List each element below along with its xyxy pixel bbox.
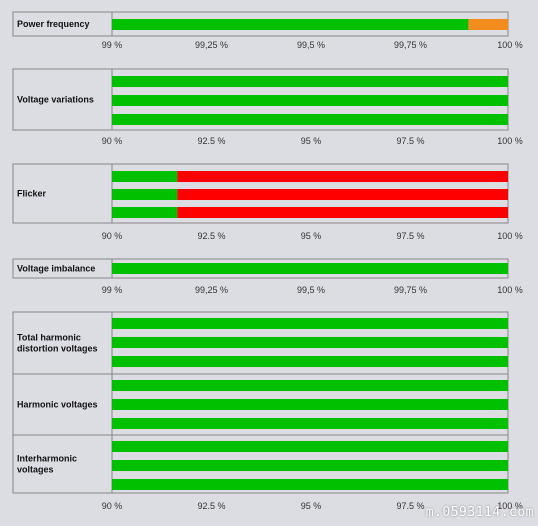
tick-label: 95 % <box>301 501 322 511</box>
bar-segment-fail <box>177 171 508 182</box>
tick-label: 100 % <box>497 285 523 295</box>
tick-label: 100 % <box>497 40 523 50</box>
bar-segment-pass <box>112 460 508 471</box>
tick-label: 99 % <box>102 40 123 50</box>
tick-label: 92.5 % <box>197 136 225 146</box>
tick-label: 95 % <box>301 231 322 241</box>
bar-segment-warn <box>468 19 508 30</box>
tick-label: 90 % <box>102 231 123 241</box>
panel-label: Harmonic voltages <box>17 400 98 410</box>
tick-label: 100 % <box>497 501 523 511</box>
tick-label: 100 % <box>497 231 523 241</box>
tick-label: 99 % <box>102 285 123 295</box>
tick-label: 99,75 % <box>394 285 427 295</box>
panel-label: Voltage variations <box>17 95 94 105</box>
tick-label: 97.5 % <box>396 501 424 511</box>
bar-segment-pass <box>112 263 508 274</box>
tick-label: 99,5 % <box>297 40 325 50</box>
bar-segment-pass <box>112 418 508 429</box>
tick-label: 99,25 % <box>195 40 228 50</box>
bar-segment-pass <box>112 114 508 125</box>
tick-label: 99,5 % <box>297 285 325 295</box>
panel-label: Voltage imbalance <box>17 264 95 274</box>
bar-segment-pass <box>112 441 508 452</box>
tick-label: 92.5 % <box>197 501 225 511</box>
bar-segment-pass <box>112 318 508 329</box>
tick-label: 99,25 % <box>195 285 228 295</box>
watermark: m.0593114.com <box>425 505 534 520</box>
bar-segment-pass <box>112 399 508 410</box>
panel-label: Power frequency <box>17 19 90 29</box>
tick-label: 100 % <box>497 136 523 146</box>
panel-label: Flicker <box>17 189 47 199</box>
bar-segment-pass <box>112 207 178 218</box>
bar-segment-pass <box>112 171 178 182</box>
tick-label: 95 % <box>301 136 322 146</box>
bar-segment-fail <box>177 207 508 218</box>
tick-label: 99,75 % <box>394 40 427 50</box>
panel-label: distortion voltages <box>17 344 98 354</box>
bar-segment-pass <box>112 95 508 106</box>
bar-segment-pass <box>112 189 178 200</box>
bar-segment-pass <box>112 479 508 490</box>
tick-label: 90 % <box>102 501 123 511</box>
bar-segment-pass <box>112 76 508 87</box>
tick-label: 92.5 % <box>197 231 225 241</box>
tick-label: 97.5 % <box>396 136 424 146</box>
tick-label: 90 % <box>102 136 123 146</box>
bar-segment-pass <box>112 19 469 30</box>
bar-segment-pass <box>112 337 508 348</box>
tick-label: 97.5 % <box>396 231 424 241</box>
panel-label: Interharmonic <box>17 454 77 464</box>
bar-segment-fail <box>177 189 508 200</box>
panel-label: Total harmonic <box>17 333 81 343</box>
bar-segment-pass <box>112 380 508 391</box>
panel-label: voltages <box>17 465 54 475</box>
bar-segment-pass <box>112 356 508 367</box>
